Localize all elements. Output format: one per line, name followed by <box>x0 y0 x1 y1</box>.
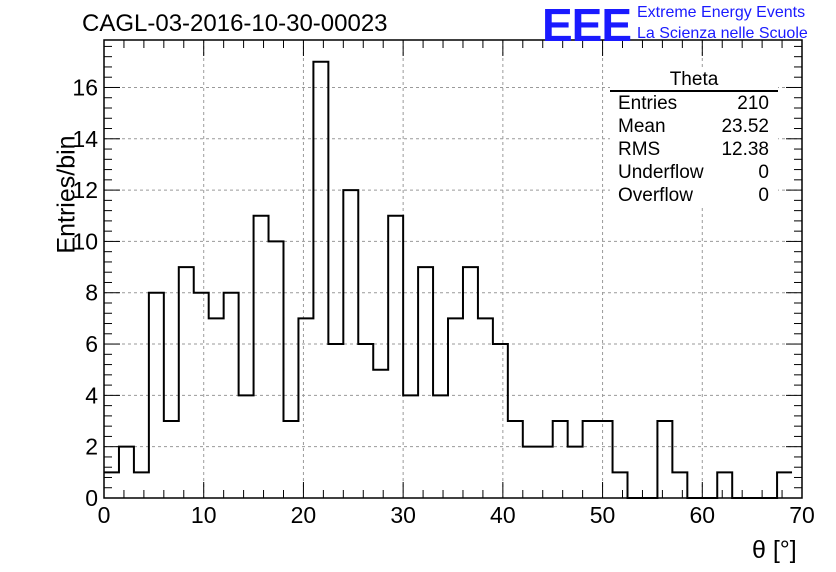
stats-value: 0 <box>758 185 769 206</box>
histogram-bin <box>672 472 687 498</box>
stats-label: Mean <box>618 116 666 137</box>
histogram-bin <box>418 267 433 498</box>
x-tick-label: 70 <box>789 502 815 528</box>
y-tick-label: 0 <box>85 485 98 511</box>
stats-value: 210 <box>737 93 769 114</box>
stats-value: 23.52 <box>721 116 769 137</box>
stats-label: Overflow <box>618 185 693 206</box>
histogram-bin <box>298 318 313 498</box>
histogram-bin <box>179 267 194 498</box>
histogram-bin <box>283 421 298 498</box>
logo-caption-line2: La Scienza nelle Scuole <box>637 25 808 42</box>
histogram-bin <box>717 472 732 498</box>
histogram-bin <box>149 293 164 498</box>
histogram-bin <box>328 344 343 498</box>
stats-row-mean: Mean 23.52 <box>610 115 778 138</box>
stats-value: 12.38 <box>721 139 769 160</box>
x-tick-label: 30 <box>390 502 416 528</box>
chart-title: CAGL-03-2016-10-30-00023 <box>82 10 388 37</box>
histogram-bin <box>553 421 568 498</box>
x-tick-label: 0 <box>98 502 111 528</box>
histogram-bin <box>613 472 628 498</box>
stats-label: Entries <box>618 93 678 114</box>
histogram-bin <box>777 472 792 498</box>
y-tick-label: 14 <box>72 126 98 152</box>
histogram-bin <box>463 267 478 498</box>
plot-frame <box>103 39 803 499</box>
histogram-bin <box>254 216 269 498</box>
histogram-bin <box>583 421 598 498</box>
histogram-bin <box>508 421 523 498</box>
histogram-bin <box>388 216 403 498</box>
y-tick-label: 16 <box>72 74 98 100</box>
x-tick-label: 60 <box>689 502 715 528</box>
histogram-bin <box>313 62 328 498</box>
histogram-bin <box>523 447 538 498</box>
histogram-bin <box>493 344 508 498</box>
stats-row-overflow: Overflow 0 <box>610 184 778 207</box>
histogram-bin <box>358 344 373 498</box>
stats-row-underflow: Underflow 0 <box>610 161 778 184</box>
histogram-bin <box>119 447 134 498</box>
stats-row-entries: Entries 210 <box>610 92 778 115</box>
y-tick-label: 4 <box>85 382 98 408</box>
stats-label: RMS <box>618 139 661 160</box>
y-tick-label: 2 <box>85 434 98 460</box>
histogram-bin <box>448 318 463 498</box>
histogram-bin <box>478 318 493 498</box>
y-tick-label: 6 <box>85 331 98 357</box>
x-tick-label: 10 <box>191 502 217 528</box>
y-tick-label: 10 <box>72 228 98 254</box>
stats-label: Underflow <box>618 162 704 183</box>
x-tick-label: 40 <box>490 502 516 528</box>
y-axis-label: Entries/bin <box>52 135 81 254</box>
histogram-bin <box>239 395 254 498</box>
stats-row-rms: RMS 12.38 <box>610 138 778 161</box>
histogram-bin <box>538 447 553 498</box>
x-tick-label: 50 <box>590 502 616 528</box>
histogram-bin <box>598 421 613 498</box>
stats-title: Theta <box>610 70 778 92</box>
histogram-bin <box>209 318 224 498</box>
x-tick-label: 20 <box>291 502 317 528</box>
y-tick-label: 12 <box>72 177 98 203</box>
histogram-bin <box>373 370 388 498</box>
histogram-bin <box>657 421 672 498</box>
eee-logo: EEE <box>542 0 632 51</box>
histogram-bin <box>164 421 179 498</box>
logo-caption-line1: Extreme Energy Events <box>637 4 806 21</box>
stats-box: Theta Entries 210 Mean 23.52 RMS 12.38 U… <box>610 70 778 207</box>
histogram-bin <box>269 241 284 498</box>
histogram-bin <box>104 472 119 498</box>
histogram-series <box>104 60 793 499</box>
histogram-bin <box>134 472 149 498</box>
x-axis-label: θ [°] <box>752 536 797 564</box>
y-axis-label-wrap: Entries/bin <box>8 110 81 253</box>
stats-value: 0 <box>758 162 769 183</box>
y-tick-label: 8 <box>85 280 98 306</box>
histogram-bin <box>568 447 583 498</box>
